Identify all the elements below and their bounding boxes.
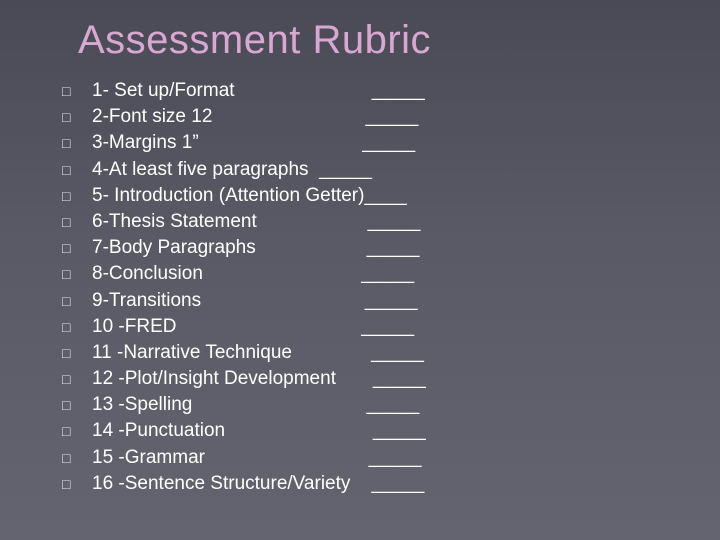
bullet-icon: □ [62, 366, 92, 392]
bullet-icon: □ [62, 183, 92, 209]
bullet-icon: □ [62, 340, 92, 366]
bullet-icon: □ [62, 209, 92, 235]
bullet-icon: □ [62, 261, 92, 287]
item-label: 14 -Punctuation [92, 418, 225, 444]
item-label: 16 -Sentence Structure/Variety [92, 471, 350, 497]
list-item: □ 13 -Spelling _____ [62, 392, 642, 418]
bullet-icon: □ [62, 157, 92, 183]
slide-title: Assessment Rubric [78, 18, 431, 63]
item-blank: _____ [212, 104, 418, 130]
bullet-icon: □ [62, 471, 92, 497]
list-item: □ 11 -Narrative Technique _____ [62, 340, 642, 366]
item-blank: _____ [205, 445, 421, 471]
bullet-icon: □ [62, 235, 92, 261]
item-blank: _____ [199, 130, 415, 156]
bullet-icon: □ [62, 288, 92, 314]
item-label: 8-Conclusion [92, 261, 203, 287]
item-label: 6-Thesis Statement [92, 209, 257, 235]
item-blank: _____ [225, 418, 426, 444]
bullet-icon: □ [62, 104, 92, 130]
list-item: □ 14 -Punctuation _____ [62, 418, 642, 444]
item-blank: _____ [201, 288, 417, 314]
list-item: □ 9-Transitions _____ [62, 288, 642, 314]
item-blank: _____ [192, 392, 419, 418]
slide-root: Assessment Rubric □ 1- Set up/Format ___… [0, 0, 720, 540]
bullet-icon: □ [62, 392, 92, 418]
item-label: 12 -Plot/Insight Development [92, 366, 336, 392]
item-label: 7-Body Paragraphs [92, 235, 256, 261]
bullet-icon: □ [62, 78, 92, 104]
item-blank: _____ [336, 366, 426, 392]
list-item: □ 15 -Grammar _____ [62, 445, 642, 471]
list-item: □ 8-Conclusion _____ [62, 261, 642, 287]
list-item: □ 1- Set up/Format _____ [62, 78, 642, 104]
item-label: 13 -Spelling [92, 392, 192, 418]
list-item: □ 6-Thesis Statement _____ [62, 209, 642, 235]
item-blank: _____ [350, 471, 424, 497]
bullet-icon: □ [62, 418, 92, 444]
item-label: 5- Introduction (Attention Getter)____ [92, 183, 407, 209]
item-blank: _____ [292, 340, 424, 366]
item-blank: _____ [257, 209, 421, 235]
item-label: 3-Margins 1” [92, 130, 199, 156]
list-item: □ 12 -Plot/Insight Development _____ [62, 366, 642, 392]
item-label: 11 -Narrative Technique [92, 340, 292, 366]
list-item: □ 7-Body Paragraphs _____ [62, 235, 642, 261]
list-item: □ 4-At least five paragraphs _____ [62, 157, 642, 183]
item-label: 4-At least five paragraphs _____ [92, 157, 372, 183]
item-blank: _____ [256, 235, 420, 261]
list-item: □ 10 -FRED _____ [62, 314, 642, 340]
item-label: 1- Set up/Format [92, 78, 235, 104]
item-blank: _____ [176, 314, 414, 340]
bullet-icon: □ [62, 445, 92, 471]
item-label: 9-Transitions [92, 288, 201, 314]
list-item: □ 3-Margins 1” _____ [62, 130, 642, 156]
bullet-icon: □ [62, 314, 92, 340]
list-item: □ 5- Introduction (Attention Getter)____ [62, 183, 642, 209]
item-label: 2-Font size 12 [92, 104, 212, 130]
rubric-list: □ 1- Set up/Format _____ □ 2-Font size 1… [62, 78, 642, 497]
item-blank: _____ [235, 78, 425, 104]
list-item: □ 16 -Sentence Structure/Variety _____ [62, 471, 642, 497]
item-blank: _____ [203, 261, 414, 287]
bullet-icon: □ [62, 130, 92, 156]
list-item: □ 2-Font size 12 _____ [62, 104, 642, 130]
item-label: 10 -FRED [92, 314, 176, 340]
item-label: 15 -Grammar [92, 445, 205, 471]
